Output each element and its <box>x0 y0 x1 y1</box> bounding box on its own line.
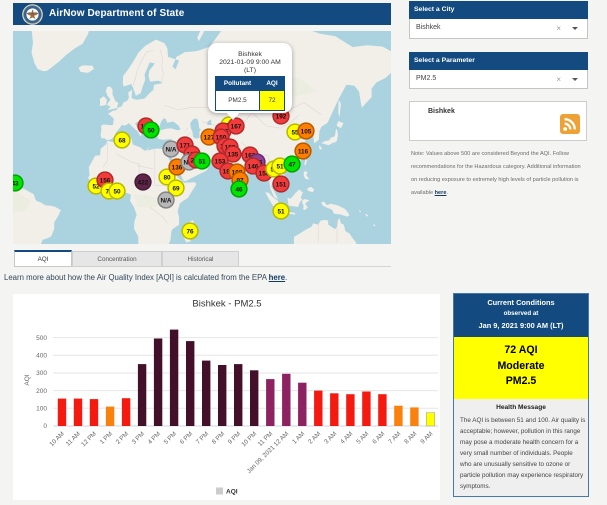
svg-text:7 AM: 7 AM <box>387 430 402 445</box>
svg-text:46: 46 <box>235 186 243 193</box>
svg-text:167: 167 <box>231 123 242 130</box>
svg-text:153: 153 <box>215 158 226 165</box>
svg-text:300: 300 <box>36 370 47 377</box>
svg-text:11 AM: 11 AM <box>65 430 82 447</box>
svg-text:N/A: N/A <box>160 197 171 204</box>
svg-text:80: 80 <box>163 174 171 181</box>
svg-text:4 AM: 4 AM <box>339 430 354 445</box>
svg-text:N/A: N/A <box>165 146 176 153</box>
svg-text:6 PM: 6 PM <box>179 430 194 445</box>
svg-text:51: 51 <box>277 208 285 215</box>
svg-text:50: 50 <box>147 127 155 134</box>
svg-text:AQI: AQI <box>24 374 31 385</box>
svg-text:156: 156 <box>100 177 111 184</box>
svg-text:9 AM: 9 AM <box>419 430 434 445</box>
svg-text:1 PM: 1 PM <box>99 430 114 445</box>
svg-text:5 AM: 5 AM <box>355 430 370 445</box>
svg-text:2 AM: 2 AM <box>307 430 322 445</box>
svg-text:52: 52 <box>92 183 100 190</box>
svg-text:3 AM: 3 AM <box>323 430 338 445</box>
svg-text:10 AM: 10 AM <box>48 430 66 448</box>
svg-text:76: 76 <box>186 228 194 235</box>
svg-text:422: 422 <box>138 179 149 186</box>
svg-text:6 AM: 6 AM <box>371 430 386 445</box>
svg-text:7 PM: 7 PM <box>195 430 210 445</box>
svg-text:150: 150 <box>216 134 227 141</box>
svg-text:100: 100 <box>36 406 47 413</box>
svg-text:135: 135 <box>228 151 239 158</box>
svg-text:10 PM: 10 PM <box>240 430 258 448</box>
svg-text:151: 151 <box>276 181 287 188</box>
svg-text:192: 192 <box>276 113 287 120</box>
svg-text:5 PM: 5 PM <box>163 430 178 445</box>
svg-text:AQI: AQI <box>226 489 238 496</box>
svg-text:116: 116 <box>298 148 309 155</box>
svg-text:Bishkek - PM2.5: Bishkek - PM2.5 <box>192 299 261 310</box>
svg-text:55: 55 <box>291 129 299 136</box>
svg-text:8 AM: 8 AM <box>403 430 418 445</box>
svg-text:171: 171 <box>180 142 191 149</box>
svg-text:136: 136 <box>172 164 183 171</box>
svg-text:2 PM: 2 PM <box>115 430 130 445</box>
svg-text:146: 146 <box>248 163 259 170</box>
svg-text:0: 0 <box>43 423 47 430</box>
svg-text:127: 127 <box>204 134 215 141</box>
svg-text:105: 105 <box>301 128 312 135</box>
svg-text:69: 69 <box>172 185 180 192</box>
svg-text:47: 47 <box>288 161 296 168</box>
svg-text:500: 500 <box>36 335 47 342</box>
svg-text:156: 156 <box>259 170 270 177</box>
svg-text:12 PM: 12 PM <box>80 430 98 448</box>
svg-text:51: 51 <box>198 158 206 165</box>
svg-text:200: 200 <box>36 388 47 395</box>
svg-text:68: 68 <box>118 137 126 144</box>
svg-text:162: 162 <box>245 152 256 159</box>
svg-text:3 PM: 3 PM <box>131 430 146 445</box>
svg-text:43: 43 <box>13 180 19 187</box>
svg-text:4 PM: 4 PM <box>147 430 162 445</box>
svg-text:8 PM: 8 PM <box>211 430 226 445</box>
svg-text:187: 187 <box>223 168 234 175</box>
svg-text:50: 50 <box>113 188 121 195</box>
svg-text:400: 400 <box>36 353 47 360</box>
svg-text:1 AM: 1 AM <box>291 430 306 445</box>
svg-text:51: 51 <box>276 163 284 170</box>
